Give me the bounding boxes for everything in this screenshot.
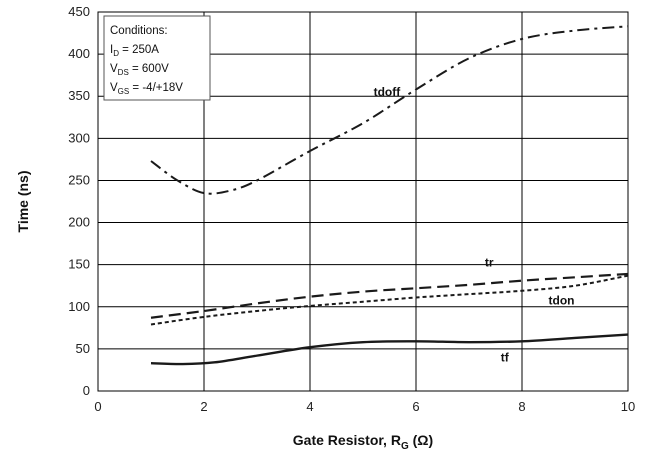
y-tick-label: 300	[68, 130, 90, 145]
plot-frame	[97, 11, 629, 392]
x-tick-labels: 0 2 4 6 8 10	[94, 399, 635, 414]
y-axis-title: Time (ns)	[15, 171, 31, 233]
x-tick-label: 10	[621, 399, 635, 414]
y-tick-label: 50	[76, 341, 90, 356]
y-tick-label: 250	[68, 172, 90, 187]
x-tick-label: 8	[518, 399, 525, 414]
y-tick-label: 100	[68, 299, 90, 314]
series-tdoff-label: tdoff	[374, 85, 402, 99]
x-tick-label: 2	[200, 399, 207, 414]
y-tick-label: 400	[68, 46, 90, 61]
x-axis-title: Gate Resistor, RG (Ω)	[293, 432, 433, 452]
condition-vgs: VGS = -4/+18V	[110, 82, 183, 96]
series-tr-line	[150, 272, 629, 319]
series-tdon-label: tdon	[549, 293, 575, 307]
series-labels: tdoff tr tdon tf	[374, 85, 575, 364]
series-tr-label: tr	[485, 255, 494, 269]
series-tf-label: tf	[501, 351, 510, 365]
condition-vds: VDS = 600V	[110, 63, 169, 77]
y-tick-labels: 0 50 100 150 200 250 300 350 400 450	[68, 4, 90, 398]
y-tick-label: 450	[68, 4, 90, 19]
y-tick-label: 0	[83, 383, 90, 398]
series-tdoff-line	[150, 25, 629, 195]
x-tick-label: 4	[306, 399, 313, 414]
series-layer	[150, 25, 629, 366]
y-tick-label: 200	[68, 215, 90, 230]
x-tick-label: 6	[412, 399, 419, 414]
condition-id: ID = 250A	[110, 44, 159, 58]
x-tick-label: 0	[94, 399, 101, 414]
conditions-box: Conditions: ID = 250A VDS = 600V VGS = -…	[103, 15, 211, 101]
conditions-heading: Conditions:	[110, 25, 168, 37]
series-tdon-line	[150, 274, 629, 326]
y-tick-label: 350	[68, 88, 90, 103]
series-tf-line	[150, 333, 629, 366]
y-tick-label: 150	[68, 257, 90, 272]
